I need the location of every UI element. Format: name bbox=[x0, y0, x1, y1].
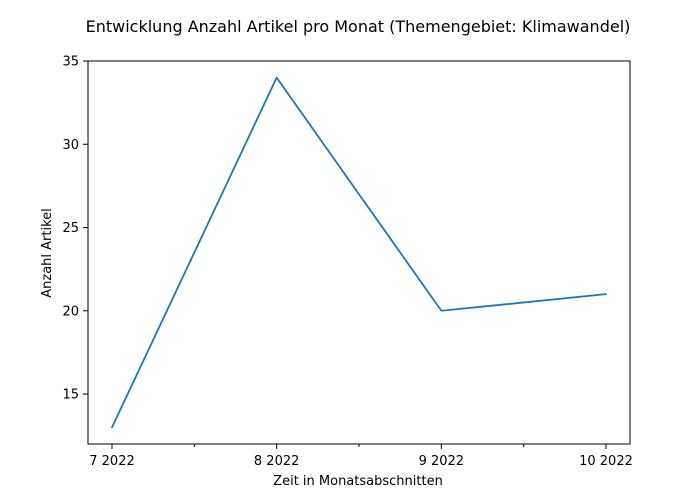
plot-frame bbox=[88, 61, 630, 444]
y-tick-label: 30 bbox=[62, 138, 79, 153]
y-tick-label: 25 bbox=[62, 221, 79, 236]
y-tick-label: 35 bbox=[62, 55, 79, 70]
chart-title: Entwicklung Anzahl Artikel pro Monat (Th… bbox=[86, 17, 631, 36]
y-axis-label: Anzahl Artikel bbox=[40, 208, 55, 298]
x-tick-label: 7 2022 bbox=[89, 454, 135, 469]
y-tick-label: 15 bbox=[62, 388, 79, 403]
plot-area: 15 20 25 30 35 7 2022 8 2022 9 2022 10 2022 bbox=[62, 55, 632, 470]
x-axis-label: Zeit in Monatsabschnitten bbox=[273, 474, 443, 489]
series-line bbox=[112, 78, 606, 428]
y-tick-label: 20 bbox=[62, 304, 79, 319]
x-tick-label: 8 2022 bbox=[254, 454, 300, 469]
x-tick-label: 9 2022 bbox=[419, 454, 465, 469]
x-tick-label: 10 2022 bbox=[579, 454, 633, 469]
